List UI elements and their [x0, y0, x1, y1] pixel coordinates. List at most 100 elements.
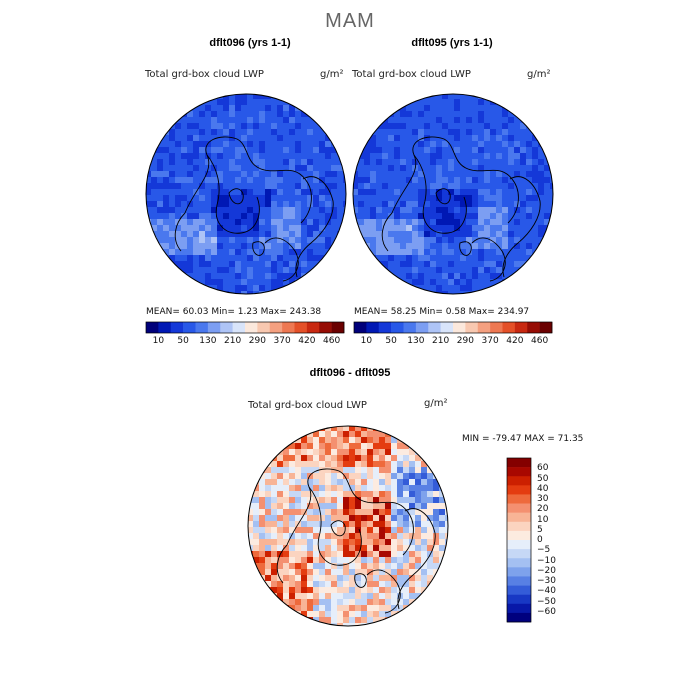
diff-title: dflt096 - dflt095 [309, 367, 391, 379]
colorbar-tick-label: −30 [537, 576, 556, 586]
colorbar-swatch [527, 322, 540, 333]
colorbar-swatch [403, 322, 417, 333]
colorbar-swatch [331, 322, 345, 333]
colorbar-swatch [507, 512, 531, 523]
season-title: MAM [325, 10, 375, 32]
colorbar-panel-2 [353, 321, 553, 334]
map-panel-2 [352, 93, 554, 295]
colorbar-tick-label: 460 [323, 336, 341, 346]
colorbar-tick-label: 460 [531, 336, 549, 346]
colorbar-swatch [220, 322, 233, 333]
colorbar-tick-label: −10 [537, 555, 556, 566]
colorbar-tick-label: −60 [537, 606, 556, 617]
colorbar-swatch [507, 549, 531, 559]
colorbar-swatch [539, 322, 553, 333]
colorbar-swatch [465, 322, 479, 333]
colorbar-swatch [453, 322, 466, 333]
colorbar-swatch [319, 322, 332, 333]
colorbar-swatch [507, 567, 531, 577]
colorbar-swatch [294, 322, 308, 333]
colorbar-tick-label: 210 [224, 336, 242, 346]
colorbar-swatch [507, 594, 531, 605]
diff-units: g/m² [424, 398, 448, 409]
colorbar-swatch [282, 322, 295, 333]
colorbar-swatch [502, 322, 516, 333]
colorbar-swatch [507, 476, 531, 486]
colorbar-swatch [170, 322, 184, 333]
panel-1-stats: MEAN= 60.03 Min= 1.23 Max= 243.38 [146, 307, 322, 317]
colorbar-tick-label: 290 [456, 336, 474, 346]
colorbar-tick-label: 50 [177, 336, 189, 346]
colorbar-tick-label: 0 [537, 535, 543, 545]
colorbar-difference [506, 457, 532, 623]
colorbar-swatch [514, 322, 528, 333]
colorbar-swatch [477, 322, 491, 333]
colorbar-tick-label: 210 [432, 336, 450, 346]
diff-stats: MIN = -79.47 MAX = 71.35 [462, 434, 584, 444]
map-difference [247, 425, 449, 627]
colorbar-swatch [507, 530, 531, 541]
panel-1-units: g/m² [320, 69, 344, 80]
colorbar-swatch [507, 585, 531, 595]
colorbar-tick-label: 40 [537, 483, 549, 494]
colorbar-panel-1 [145, 321, 345, 334]
colorbar-tick-label: 130 [199, 336, 217, 346]
colorbar-swatch [507, 503, 531, 513]
colorbar-swatch [507, 540, 531, 550]
colorbar-tick-label: 5 [537, 524, 543, 535]
colorbar-swatch [507, 576, 531, 586]
colorbar-swatch [146, 322, 159, 333]
colorbar-tick-label: 20 [537, 504, 549, 515]
colorbar-swatch [507, 458, 531, 468]
colorbar-tick-label: 30 [537, 494, 549, 504]
colorbar-swatch [183, 322, 196, 333]
colorbar-swatch [507, 521, 531, 532]
colorbar-swatch [428, 322, 441, 333]
colorbar-swatch [232, 322, 246, 333]
colorbar-swatch [378, 322, 392, 333]
colorbar-swatch [306, 322, 320, 333]
colorbar-tick-label: −40 [537, 586, 556, 597]
colorbar-swatch [195, 322, 209, 333]
colorbar-tick-label: 420 [298, 336, 316, 346]
colorbar-tick-label: −5 [537, 545, 551, 556]
colorbar-swatch [207, 322, 221, 333]
colorbar-swatch [366, 322, 380, 333]
colorbar-swatch [507, 467, 531, 477]
colorbar-swatch [257, 322, 271, 333]
colorbar-tick-label: 370 [273, 336, 291, 346]
colorbar-tick-label: 60 [537, 463, 549, 474]
colorbar-tick-label: −50 [537, 596, 556, 607]
colorbar-tick-label: 50 [537, 473, 549, 484]
diff-field-label: Total grd-box cloud LWP [248, 400, 367, 411]
colorbar-tick-label: 130 [407, 336, 425, 346]
colorbar-swatch [354, 322, 367, 333]
colorbar-swatch [507, 558, 531, 568]
panel-1-title: dflt096 (yrs 1-1) [209, 37, 291, 49]
colorbar-swatch [440, 322, 454, 333]
panel-2-stats: MEAN= 58.25 Min= 0.58 Max= 234.97 [354, 307, 530, 317]
colorbar-tick-label: −20 [537, 565, 556, 576]
colorbar-swatch [158, 322, 172, 333]
colorbar-swatch [245, 322, 258, 333]
colorbar-tick-label: 290 [248, 336, 266, 346]
colorbar-tick-label: 10 [537, 514, 549, 525]
colorbar-tick-label: 10 [152, 336, 165, 346]
colorbar-swatch [507, 603, 531, 614]
colorbar-swatch [507, 494, 531, 504]
colorbar-swatch [415, 322, 429, 333]
panel-2-title: dflt095 (yrs 1-1) [411, 37, 493, 49]
colorbar-tick-label: 50 [385, 336, 397, 346]
colorbar-tick-label: 10 [360, 336, 373, 346]
colorbar-tick-label: 420 [506, 336, 524, 346]
colorbar-swatch [269, 322, 283, 333]
colorbar-swatch [507, 612, 531, 623]
colorbar-swatch [391, 322, 404, 333]
colorbar-swatch [490, 322, 503, 333]
map-panel-1 [145, 93, 347, 295]
panel-1-field-label: Total grd-box cloud LWP [145, 69, 264, 80]
panel-2-units: g/m² [527, 69, 551, 80]
colorbar-tick-label: 370 [481, 336, 499, 346]
panel-2-field-label: Total grd-box cloud LWP [352, 69, 471, 80]
colorbar-swatch [507, 485, 531, 495]
